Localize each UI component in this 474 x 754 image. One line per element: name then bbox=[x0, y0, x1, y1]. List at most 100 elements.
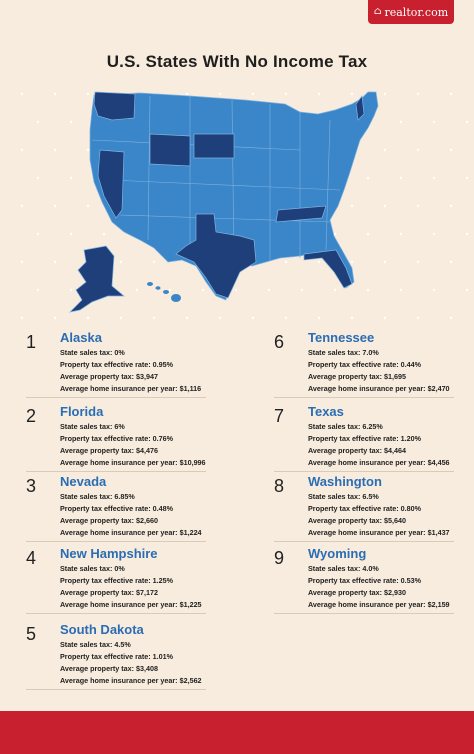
dot bbox=[449, 260, 453, 264]
state-hawaii bbox=[147, 282, 181, 302]
dot bbox=[350, 204, 354, 208]
detail-line: Property tax effective rate: 0.95% bbox=[60, 360, 174, 369]
state-details: State sales tax: 6.25% Property tax effec… bbox=[308, 421, 450, 469]
dot bbox=[69, 120, 73, 124]
state-name: Texas bbox=[308, 404, 344, 419]
divider bbox=[274, 397, 454, 398]
rank-number: 2 bbox=[26, 406, 37, 426]
detail-line: State sales tax: 0% bbox=[60, 348, 125, 357]
divider bbox=[274, 471, 454, 472]
dot bbox=[449, 316, 453, 320]
detail-line: Average property tax: $2,930 bbox=[308, 588, 407, 597]
state-tennessee bbox=[275, 205, 327, 223]
detail-line: State sales tax: 4.5% bbox=[60, 640, 131, 649]
divider bbox=[26, 613, 206, 614]
dot bbox=[69, 288, 73, 292]
dot bbox=[20, 260, 24, 264]
state-details: State sales tax: 0% Property tax effectiv… bbox=[60, 347, 201, 395]
dot bbox=[383, 148, 387, 152]
dot bbox=[69, 176, 73, 180]
detail-line: Average home insurance per year: $1,225 bbox=[60, 600, 202, 609]
state-name: Tennessee bbox=[308, 330, 375, 345]
detail-line: Average home insurance per year: $1,437 bbox=[308, 528, 450, 537]
dot bbox=[53, 204, 57, 208]
detail-line: Average home insurance per year: $2,470 bbox=[308, 384, 450, 393]
state-details: State sales tax: 6% Property tax effectiv… bbox=[60, 421, 206, 469]
state-name: Nevada bbox=[60, 474, 107, 489]
detail-line: Property tax effective rate: 1.25% bbox=[60, 576, 174, 585]
dot bbox=[86, 204, 90, 208]
dot bbox=[69, 232, 73, 236]
detail-line: State sales tax: 7.0% bbox=[308, 348, 379, 357]
divider bbox=[274, 541, 454, 542]
state-name: Washington bbox=[308, 474, 382, 489]
dot bbox=[152, 260, 156, 264]
state-name: Alaska bbox=[60, 330, 102, 345]
detail-line: Average property tax: $3,947 bbox=[60, 372, 159, 381]
footer-bar bbox=[0, 711, 474, 754]
dot bbox=[201, 288, 205, 292]
brand-name: realtor.com bbox=[384, 5, 449, 19]
detail-line: State sales tax: 0% bbox=[60, 564, 125, 573]
detail-line: State sales tax: 6% bbox=[60, 422, 125, 431]
dot bbox=[366, 176, 370, 180]
dot bbox=[36, 120, 40, 124]
detail-line: Average property tax: $7,172 bbox=[60, 588, 159, 597]
detail-line: Average home insurance per year: $10,996 bbox=[60, 458, 206, 467]
detail-line: Average property tax: $5,640 bbox=[308, 516, 407, 525]
dot bbox=[416, 204, 420, 208]
state-details: State sales tax: 6.5% Property tax effect… bbox=[308, 491, 450, 539]
house-icon: ⌂ bbox=[373, 6, 382, 17]
dot bbox=[119, 316, 123, 320]
detail-line: Property tax effective rate: 1.01% bbox=[60, 652, 174, 661]
detail-line: Average property tax: $4,476 bbox=[60, 446, 159, 455]
dot bbox=[416, 260, 420, 264]
dot bbox=[102, 232, 106, 236]
detail-line: Property tax effective rate: 0.53% bbox=[308, 576, 422, 585]
dot bbox=[383, 92, 387, 96]
state-nevada bbox=[97, 149, 125, 219]
detail-line: State sales tax: 4.0% bbox=[308, 564, 379, 573]
rank-number: 1 bbox=[26, 332, 37, 352]
detail-line: Average property tax: $2,660 bbox=[60, 516, 159, 525]
rank-number: 7 bbox=[274, 406, 285, 426]
rank-number: 6 bbox=[274, 332, 285, 352]
dot bbox=[267, 288, 271, 292]
dot bbox=[465, 176, 469, 180]
dot bbox=[185, 92, 189, 96]
rank-number: 8 bbox=[274, 476, 285, 496]
us-map bbox=[68, 91, 379, 313]
dot bbox=[300, 288, 304, 292]
state-name: New Hampshire bbox=[60, 546, 158, 561]
dot bbox=[53, 92, 57, 96]
state-name: Florida bbox=[60, 404, 104, 419]
state-details: State sales tax: 6.85% Property tax effec… bbox=[60, 491, 202, 539]
detail-line: State sales tax: 6.25% bbox=[308, 422, 383, 431]
detail-line: Property tax effective rate: 0.76% bbox=[60, 434, 174, 443]
dot bbox=[432, 120, 436, 124]
detail-line: Average home insurance per year: $2,159 bbox=[308, 600, 450, 609]
dot bbox=[20, 92, 24, 96]
dot bbox=[36, 176, 40, 180]
dot bbox=[383, 316, 387, 320]
page-title: U.S. States With No Income Tax bbox=[106, 52, 368, 71]
detail-line: Property tax effective rate: 0.48% bbox=[60, 504, 174, 513]
detail-line: Property tax effective rate: 1.20% bbox=[308, 434, 422, 443]
dot bbox=[36, 232, 40, 236]
dot bbox=[432, 176, 436, 180]
rank-number: 5 bbox=[26, 624, 37, 644]
dot bbox=[416, 316, 420, 320]
detail-line: Average home insurance per year: $1,224 bbox=[60, 528, 202, 537]
dot bbox=[350, 92, 354, 96]
dot bbox=[251, 92, 255, 96]
dot bbox=[333, 288, 337, 292]
state-wyoming bbox=[149, 133, 191, 167]
dot bbox=[449, 204, 453, 208]
detail-line: State sales tax: 6.5% bbox=[308, 492, 379, 501]
dot bbox=[317, 92, 321, 96]
dot bbox=[416, 92, 420, 96]
dot bbox=[284, 92, 288, 96]
state-florida bbox=[303, 249, 353, 289]
dot bbox=[465, 120, 469, 124]
dot bbox=[366, 232, 370, 236]
